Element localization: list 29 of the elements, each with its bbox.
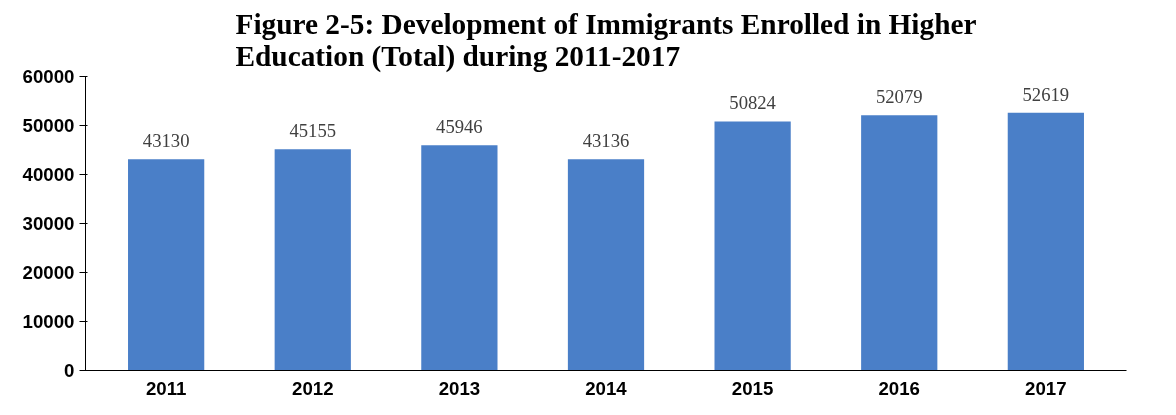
y-tick-label: 10000 — [22, 311, 75, 332]
data-label: 43130 — [142, 130, 190, 152]
x-tick-label: 2016 — [878, 377, 920, 399]
data-label: 45155 — [289, 120, 337, 142]
y-tick-label: 20000 — [22, 262, 75, 283]
y-tick-label: 30000 — [22, 213, 75, 234]
bar — [861, 115, 938, 371]
x-tick-label: 2014 — [585, 377, 628, 399]
bar — [1007, 112, 1084, 371]
bar — [421, 145, 498, 371]
x-tick-label: 2013 — [438, 377, 481, 399]
bar — [274, 149, 351, 371]
bar — [128, 159, 205, 371]
data-label: 50824 — [729, 92, 777, 114]
x-tick-label: 2015 — [731, 377, 774, 399]
x-tick-label: 2011 — [145, 377, 187, 399]
x-tick-label: 2012 — [292, 377, 334, 399]
data-label: 52619 — [1022, 83, 1070, 105]
bar — [714, 121, 791, 371]
chart-title: Figure 2-5: Development of Immigrants Enrolled in Higher Education (Total) during 2011-2017 — [235, 7, 977, 73]
x-tick-label: 2017 — [1025, 377, 1067, 399]
data-label: 45946 — [436, 116, 483, 138]
data-label: 52079 — [875, 86, 923, 108]
y-tick-label: 50000 — [22, 115, 75, 136]
y-tick-label: 60000 — [22, 66, 75, 87]
y-tick-label: 0 — [64, 360, 75, 381]
y-tick-label: 40000 — [22, 164, 75, 185]
data-label: 43136 — [582, 130, 630, 152]
bar — [567, 159, 645, 371]
